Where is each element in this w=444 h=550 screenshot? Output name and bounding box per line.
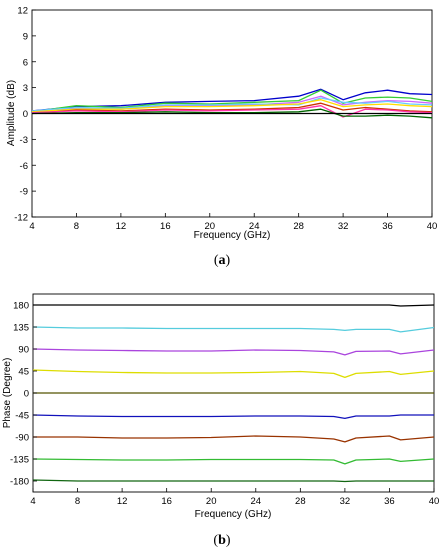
x-tick-label-a: 24 <box>249 221 260 232</box>
y-tick-label-b: 0 <box>24 389 29 400</box>
y-tick-label-b: -180 <box>10 477 29 488</box>
y-tick-label-a: 12 <box>17 6 28 17</box>
y-tick-label-b: -45 <box>15 411 29 422</box>
series-line-b-8 <box>32 458 435 465</box>
x-tick-label-a: 4 <box>29 221 34 232</box>
x-tick-label-a: 28 <box>293 221 304 232</box>
x-tick-label-b: 24 <box>250 496 261 507</box>
caption-b: (b) <box>213 533 230 548</box>
x-tick-label-a: 20 <box>204 221 215 232</box>
series-line-b-3 <box>32 348 435 356</box>
x-tick-label-b: 28 <box>295 496 306 507</box>
x-tick-label-b: 4 <box>30 496 35 507</box>
x-tick-label-b: 36 <box>384 496 395 507</box>
x-tick-label-a: 36 <box>382 221 393 232</box>
y-ticks-b: 180 135 90 45 0 -45 -90 -135 -180 <box>10 301 37 488</box>
series-line-b-6 <box>32 414 434 420</box>
series-lines-a <box>31 88 433 119</box>
x-tick-label-b: 20 <box>206 496 217 507</box>
caption-a: (a) <box>214 253 231 268</box>
y-tick-label-b: -90 <box>15 433 29 444</box>
x-tick-label-a: 40 <box>427 221 438 232</box>
y-tick-label-b: 45 <box>18 367 29 378</box>
x-tick-label-a: 12 <box>116 221 127 232</box>
y-axis-label-b: Phase (Degree) <box>2 358 13 429</box>
x-tick-label-b: 12 <box>117 496 128 507</box>
series-line-a-5 <box>31 99 433 113</box>
x-tick-label-b: 32 <box>340 496 351 507</box>
series-line-b-1 <box>33 304 435 307</box>
y-tick-label-a: -9 <box>20 187 28 198</box>
x-tick-label-b: 8 <box>75 496 80 507</box>
x-tick-label-b: 16 <box>161 496 172 507</box>
series-line-a-8 <box>31 108 433 119</box>
y-tick-label-b: 180 <box>13 301 29 312</box>
y-tick-label-b: 135 <box>13 323 29 334</box>
x-tick-label-a: 8 <box>74 221 79 232</box>
x-axis-label-b: Frequency (GHz) <box>195 509 272 520</box>
y-tick-label-a: 9 <box>23 31 28 42</box>
series-line-b-2 <box>32 326 435 333</box>
y-tick-label-a: 3 <box>23 83 28 94</box>
x-tick-label-a: 32 <box>338 221 349 232</box>
series-line-a-4 <box>31 97 433 112</box>
series-line-a-6 <box>31 102 433 115</box>
phase-chart: 4 8 12 16 20 24 28 32 36 40 180 135 90 45 0 -45 -90 -135… <box>2 293 439 548</box>
y-tick-label-a: -6 <box>20 161 28 172</box>
series-line-a-7 <box>31 105 433 118</box>
y-ticks-a: 12 9 6 3 0 -3 -6 -9 -12 <box>14 6 36 224</box>
y-tick-label-b: 90 <box>18 345 29 356</box>
series-line-a-2 <box>31 89 433 113</box>
x-axis-label-a: Frequency (GHz) <box>194 230 271 241</box>
y-tick-label-a: 0 <box>23 109 28 120</box>
y-axis-label-a: Amplitude (dB) <box>6 80 17 146</box>
series-line-b-7 <box>33 435 435 443</box>
y-tick-label-b: -135 <box>10 455 29 466</box>
x-ticks-a: 4 8 12 16 20 24 28 32 36 40 <box>29 213 437 232</box>
amplitude-chart: 4 8 12 16 20 24 28 32 36 40 12 9 6 3 0 -3 -6 -9 -12 Frequ… <box>6 6 437 269</box>
y-tick-label-a: -3 <box>20 135 28 146</box>
series-line-b-9 <box>32 479 434 483</box>
series-line-a-1 <box>31 88 433 112</box>
series-lines-b <box>32 304 435 483</box>
y-tick-label-a: 6 <box>23 57 28 68</box>
x-ticks-b: 4 8 12 16 20 24 28 32 36 40 <box>30 488 439 507</box>
x-tick-label-b: 40 <box>429 496 440 507</box>
series-line-b-4 <box>32 369 435 379</box>
x-tick-label-a: 16 <box>160 221 171 232</box>
y-tick-label-a: -12 <box>14 213 28 224</box>
